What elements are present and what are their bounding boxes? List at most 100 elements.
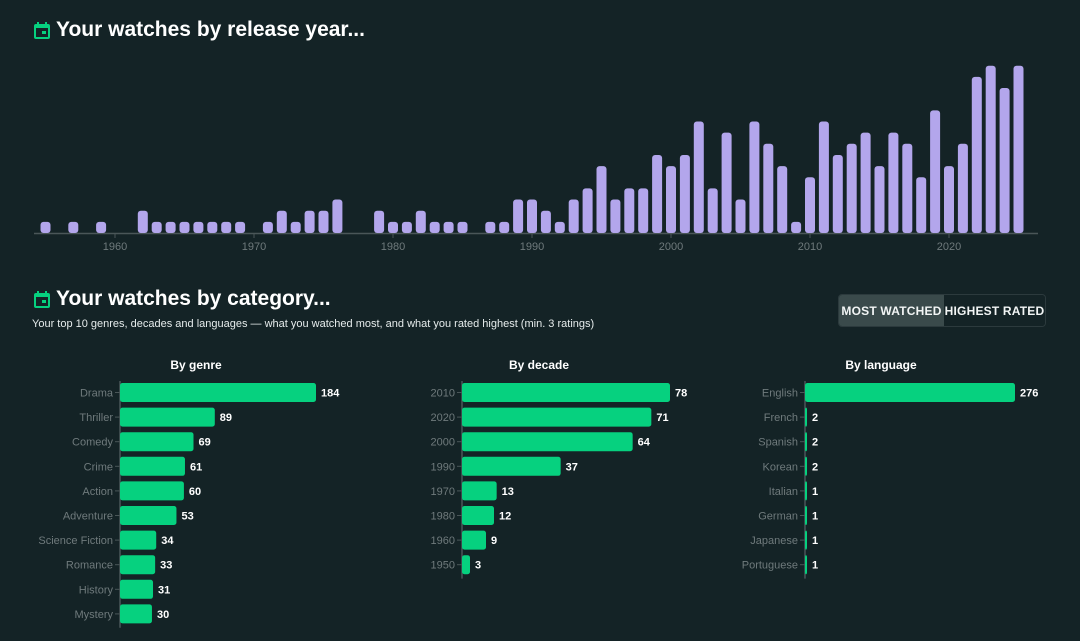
year-bar [846,143,857,233]
release-year-chart: 1960 1970 1980 1990 2000 2010 2020 [34,65,1038,253]
value-label: 71 [656,412,668,424]
year-bar [137,210,148,233]
category-bar [120,432,194,452]
category-label: 1950 [431,560,455,572]
category-bar [805,530,807,550]
year-bar [221,221,232,233]
value-label: 2 [812,412,818,424]
category-bar [120,383,316,402]
value-label: 1 [812,535,818,547]
value-label: 2 [812,461,818,473]
year-bar [624,188,635,233]
decade-chart: 2010 78 2020 71 2000 64 1990 37 1970 13 1980 12 1960… [431,381,687,579]
category-bar [462,506,494,525]
year-bar [707,188,718,233]
category-bar [462,555,470,575]
language-chart-title: By language [845,358,917,372]
year-bar [610,199,621,233]
category-bar [805,555,807,575]
year-bar [304,210,315,233]
category-bar [120,579,154,599]
category-bar [462,407,652,427]
value-label: 53 [181,511,193,523]
category-bar [120,456,185,476]
year-bar [568,199,579,233]
value-label: 78 [675,388,687,400]
category-label: 2020 [431,412,455,424]
category-label: Portuguese [742,560,798,572]
value-label: 37 [566,461,578,473]
year-bar [749,121,760,233]
category-label: Science Fiction [38,535,113,547]
year-bar [944,166,954,233]
category-label: Comedy [72,437,113,449]
value-label: 34 [161,535,174,547]
year-bar [638,188,649,233]
year-bar [721,132,732,233]
year-bar [193,221,204,233]
category-bar [120,530,157,550]
year-bar [596,166,607,233]
year-bar [666,166,676,233]
category-label: History [79,584,114,596]
value-label: 30 [157,609,169,621]
category-bar [462,481,497,501]
category-label: German [758,511,798,523]
category-label: Japanese [750,535,798,547]
value-label: 184 [321,388,340,400]
year-bar [554,221,565,233]
year-bar [874,166,885,233]
category-label: French [764,412,798,424]
category-title: Your watches by category... [56,287,331,310]
year-bar [679,154,690,233]
language-chart: English 276 French 2 Spanish 2 Korean 2 Italian 1… [742,381,1038,579]
x-tick-label: 2020 [937,241,961,253]
year-bar [374,210,385,233]
category-bar [120,555,156,575]
value-label: 1 [812,560,818,572]
value-label: 9 [491,535,497,547]
year-bar [318,210,329,233]
year-bar [805,177,815,233]
category-bar [805,456,807,476]
year-bar [68,221,79,233]
category-label: 1960 [431,535,455,547]
value-label: 64 [638,437,651,449]
category-bar [120,481,184,501]
category-label: Drama [80,388,114,400]
year-bar [415,210,426,233]
year-bar [652,154,663,233]
category-label: Korean [763,461,798,473]
genre-chart-title: By genre [170,358,222,372]
year-bar [902,143,913,233]
value-label: 13 [502,486,514,498]
year-bar [916,177,927,233]
category-bar [805,432,807,452]
year-bar [693,121,704,233]
year-bar [499,221,510,233]
category-label: Thriller [79,412,113,424]
year-bar [971,76,982,234]
year-bar [332,199,343,233]
category-label: 1990 [431,461,455,473]
category-bar [462,383,670,402]
category-label: 1980 [431,511,455,523]
year-bar [582,188,593,233]
x-tick-label: 1970 [242,241,266,253]
category-bar [120,407,215,427]
category-bar [805,506,807,525]
year-bar [957,143,968,233]
value-label: 2 [812,437,818,449]
value-label: 276 [1020,388,1038,400]
category-label: Spanish [758,437,798,449]
category-bar [805,407,807,427]
category-bar [462,530,486,550]
value-label: 61 [190,461,202,473]
sort-toggle[interactable]: MOST WATCHED HIGHEST RATED [838,294,1046,327]
highest-rated-button[interactable]: HIGHEST RATED [944,295,1045,326]
year-bar [429,221,440,233]
year-bar [888,132,899,233]
category-label: 2000 [431,437,455,449]
category-section-title: Your watches by category... [34,287,331,311]
most-watched-button[interactable]: MOST WATCHED [839,295,944,326]
